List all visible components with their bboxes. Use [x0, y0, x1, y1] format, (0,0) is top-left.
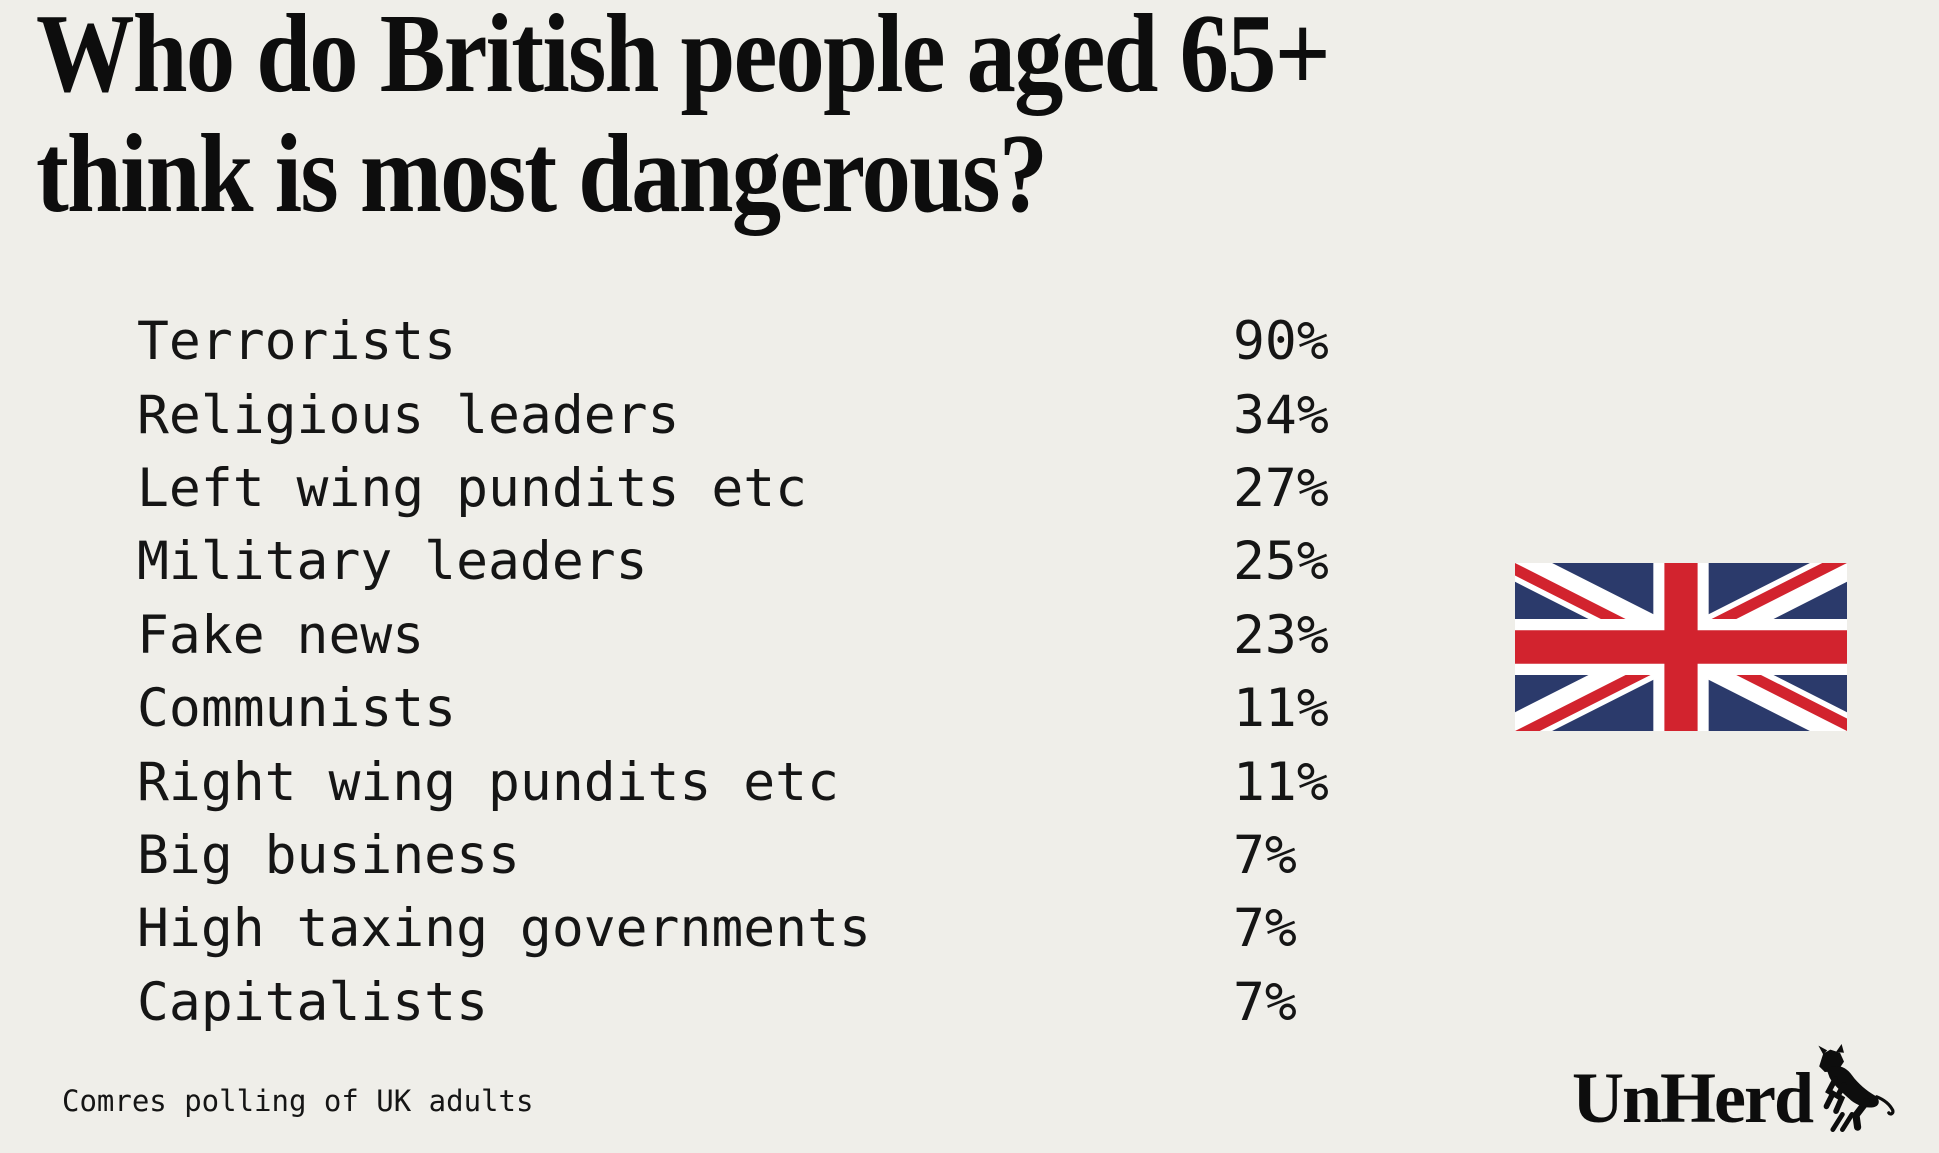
category-label: Terrorists: [137, 311, 457, 373]
category-label: Capitalists: [137, 971, 488, 1033]
title-line-1: Who do British people aged 65+: [36, 0, 1331, 116]
category-label: Left wing pundits etc: [137, 457, 808, 519]
list-item: High taxing governments 7%: [137, 892, 1437, 965]
category-value: 25%: [1233, 531, 1329, 593]
brand-wordmark: UnHerd: [1572, 1058, 1814, 1138]
category-label: Big business: [137, 824, 520, 886]
category-value: 27%: [1233, 457, 1329, 519]
list-item: Fake news 23%: [137, 599, 1437, 672]
category-value: 7%: [1233, 824, 1297, 886]
category-value: 11%: [1233, 751, 1329, 813]
category-value: 34%: [1233, 384, 1329, 446]
category-value: 7%: [1233, 971, 1297, 1033]
page-title: Who do British people aged 65+ think is …: [36, 0, 1331, 236]
category-label: Fake news: [137, 604, 425, 666]
category-value: 11%: [1233, 678, 1329, 740]
category-label: Right wing pundits etc: [137, 751, 839, 813]
list-item: Religious leaders 34%: [137, 378, 1437, 451]
uk-flag: [1515, 563, 1847, 731]
category-label: Communists: [137, 678, 457, 740]
source-note: Comres polling of UK adults: [62, 1084, 534, 1118]
list-item: Right wing pundits etc 11%: [137, 745, 1437, 818]
title-line-2: think is most dangerous?: [36, 112, 1048, 236]
category-value: 23%: [1233, 604, 1329, 666]
list-item: Capitalists 7%: [137, 966, 1437, 1039]
list-item: Military leaders 25%: [137, 525, 1437, 598]
category-value: 7%: [1233, 898, 1297, 960]
category-value: 90%: [1233, 311, 1329, 373]
list-item: Left wing pundits etc 27%: [137, 452, 1437, 525]
list-item: Big business 7%: [137, 819, 1437, 892]
category-label: Religious leaders: [137, 384, 680, 446]
unherd-cow-icon: [1818, 1044, 1895, 1132]
list-item: Communists 11%: [137, 672, 1437, 745]
poll-results-list: Terrorists 90% Religious leaders 34% Lef…: [137, 305, 1437, 1039]
list-item: Terrorists 90%: [137, 305, 1437, 378]
category-label: High taxing governments: [137, 898, 871, 960]
category-label: Military leaders: [137, 531, 648, 593]
